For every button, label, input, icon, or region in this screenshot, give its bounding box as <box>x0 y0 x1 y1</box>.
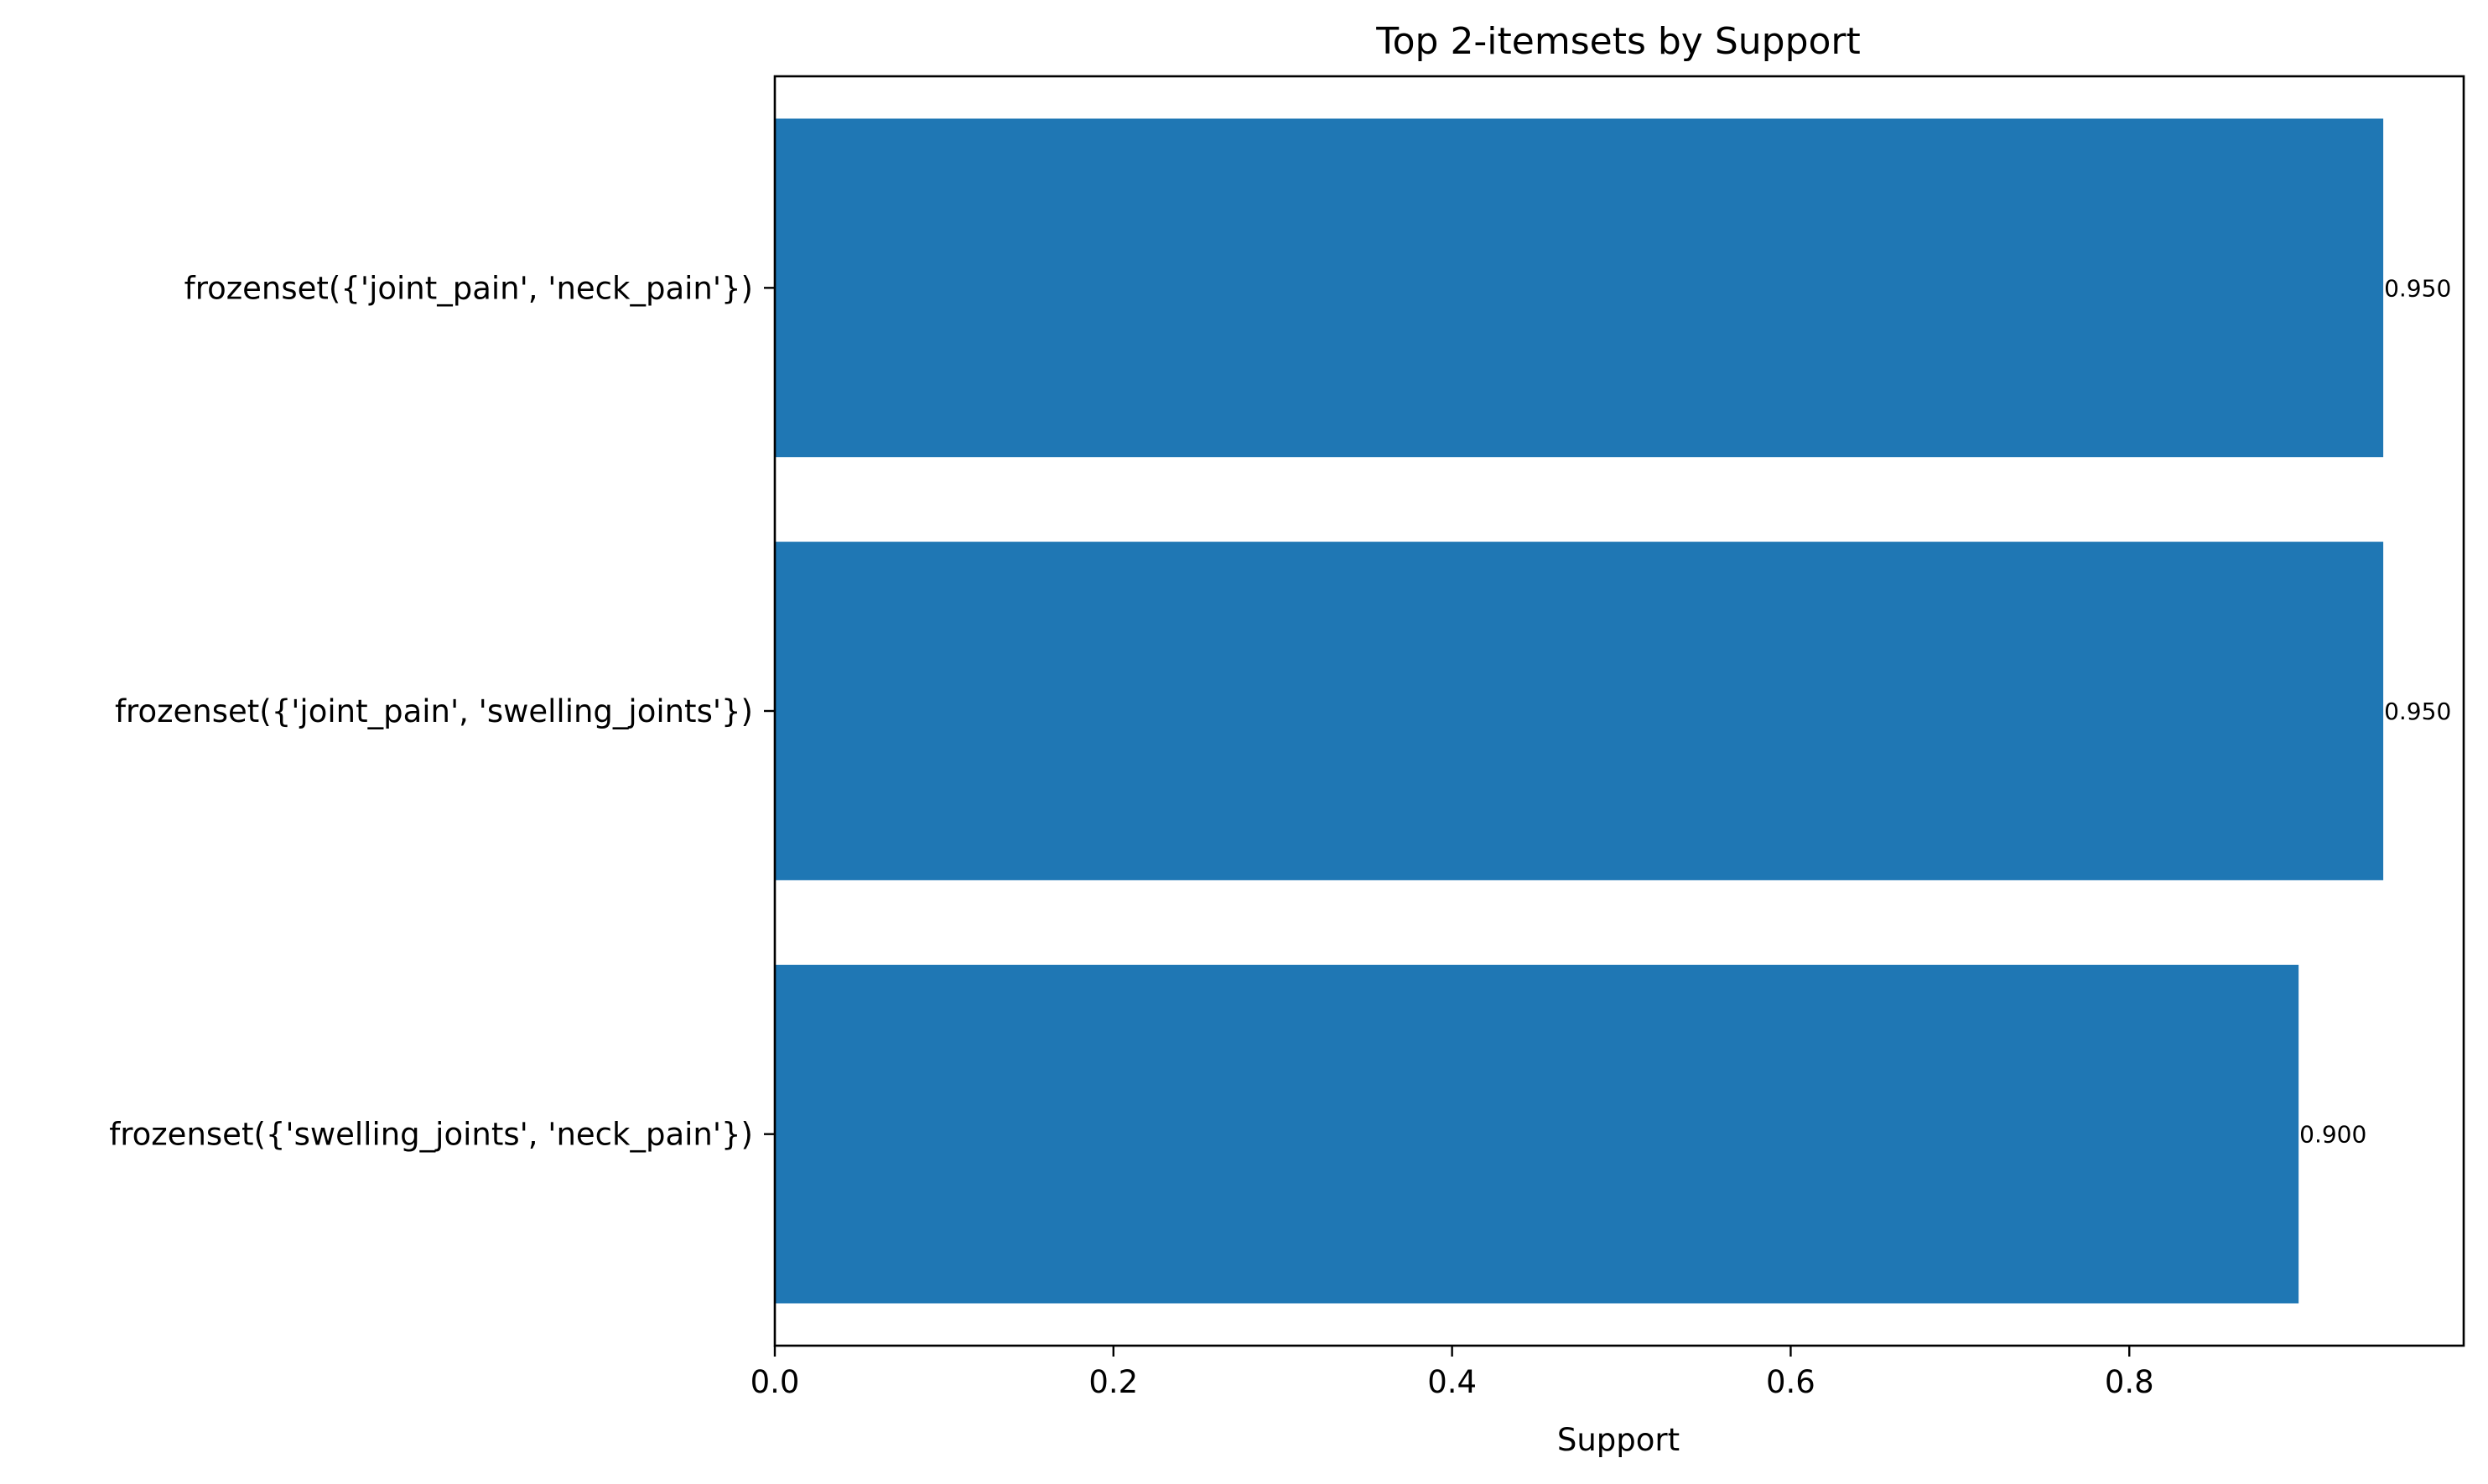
bar <box>775 118 2384 458</box>
x-tick-label: 0.8 <box>2105 1364 2154 1400</box>
plot-area-frame <box>773 75 2465 1347</box>
x-tick-label: 0.4 <box>1427 1364 1477 1400</box>
chart-title: Top 2-itemsets by Support <box>1375 20 1861 63</box>
y-tick-label: frozenset({'joint_pain', 'swelling_joint… <box>115 693 753 729</box>
bar <box>775 542 2384 880</box>
x-axis-ticks: 0.0 0.2 0.4 0.6 0.8 <box>751 1346 2154 1400</box>
value-labels-group: 0.950 0.950 0.900 <box>2299 274 2451 1148</box>
y-tick-label: frozenset({'joint_pain', 'neck_pain'}) <box>184 270 753 306</box>
bar-value-label: 0.950 <box>2384 698 2451 725</box>
bar <box>775 964 2299 1304</box>
x-tick-label: 0.6 <box>1766 1364 1815 1400</box>
x-axis-label: Support <box>1557 1422 1680 1458</box>
bar-value-label: 0.950 <box>2384 274 2451 302</box>
bar-value-label: 0.900 <box>2299 1121 2366 1149</box>
x-tick-label: 0.0 <box>751 1364 800 1400</box>
y-axis-ticks: frozenset({'joint_pain', 'neck_pain'})fr… <box>109 270 775 1153</box>
x-tick-label: 0.2 <box>1088 1364 1138 1400</box>
bars-group <box>775 118 2384 1304</box>
y-tick-label: frozenset({'swelling_joints', 'neck_pain… <box>109 1117 753 1153</box>
